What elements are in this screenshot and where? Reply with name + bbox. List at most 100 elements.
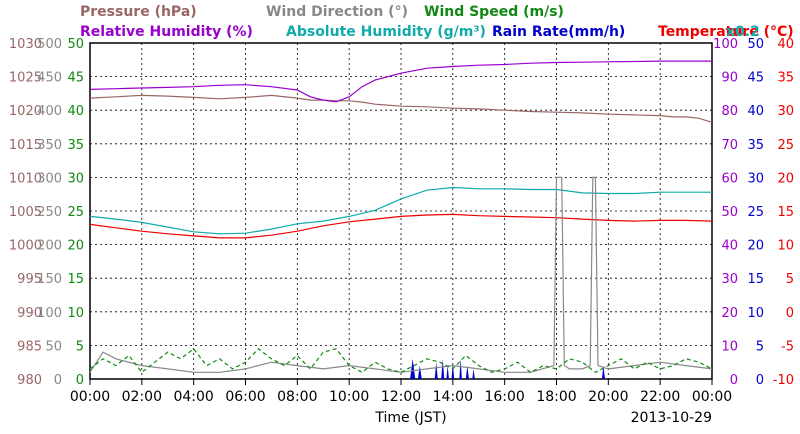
- rain-rate-bar: [601, 365, 605, 379]
- temperature-c-line: [89, 213, 713, 239]
- rain-rate-tick: 25: [747, 205, 764, 220]
- pressure-hpa-line: [89, 94, 713, 123]
- wind-speed-tick: 25: [67, 205, 84, 220]
- wind-direction-tick: 200: [37, 239, 62, 254]
- x-tick-label: 20:00: [588, 389, 628, 405]
- wind-direction-tick: 400: [37, 104, 62, 119]
- temperature-tick: -5: [781, 339, 794, 354]
- wind-direction-tick: 250: [37, 205, 62, 220]
- rain-rate-tick: 20: [747, 239, 764, 254]
- rain-rate-tick: 5: [756, 339, 764, 354]
- wind-direction-tick: 450: [37, 71, 62, 86]
- x-tick-label: 22:00: [640, 389, 680, 405]
- wind-direction-tick: 350: [37, 138, 62, 153]
- rain-rate-bar: [434, 362, 438, 379]
- temperature-tick: 0: [786, 306, 794, 321]
- rain-rate-tick: 50: [747, 37, 764, 52]
- legend-entry: Rain Rate(mm/h): [492, 24, 625, 40]
- x-tick-label: 08:00: [277, 389, 317, 405]
- pressure-tick: 1005: [9, 205, 42, 220]
- x-tick-label: 06:00: [225, 389, 265, 405]
- relative-humidity-tick: 60: [721, 171, 738, 186]
- temperature-tick: -10: [773, 373, 794, 388]
- relative-humidity-tick: 90: [721, 71, 738, 86]
- absolute-humidity-g-m-line: [89, 186, 712, 235]
- legend-entry: x0.2: [726, 24, 760, 40]
- relative-humidity-tick: 70: [721, 138, 738, 153]
- x-tick-label: 12:00: [381, 389, 421, 405]
- legend-entry: Wind Speed (m/s): [424, 4, 564, 20]
- wind-speed-tick: 20: [67, 239, 84, 254]
- temperature-tick: 15: [777, 205, 794, 220]
- relative-humidity-tick: 40: [721, 239, 738, 254]
- x-tick-label: 00:00: [70, 389, 110, 405]
- rain-rate-bar: [410, 358, 416, 379]
- legend-entry: Absolute Humidity (g/m³): [286, 24, 486, 40]
- pressure-tick: 1030: [9, 37, 42, 52]
- wind-direction-tick: 300: [37, 171, 62, 186]
- temperature-tick: 10: [777, 239, 794, 254]
- wind-direction-tick: 50: [45, 339, 62, 354]
- wind-direction-line: [89, 176, 713, 373]
- wind-direction-tick: 0: [54, 373, 62, 388]
- x-tick-label: 02:00: [122, 389, 162, 405]
- wind-speed-tick: 40: [67, 104, 84, 119]
- relative-humidity-tick: 30: [721, 272, 738, 287]
- rain-rate-bar: [459, 358, 462, 379]
- pressure-tick: 1020: [9, 104, 42, 119]
- wind-speed-tick: 5: [76, 339, 84, 354]
- relative-humidity-tick: 10: [721, 339, 738, 354]
- temperature-tick: 5: [786, 272, 794, 287]
- wind-speed-tick: 45: [67, 71, 84, 86]
- relative-humidity-tick: 80: [721, 104, 738, 119]
- pressure-tick: 995: [17, 272, 42, 287]
- rain-rate-bar: [465, 365, 469, 379]
- rain-rate-bar: [451, 362, 455, 379]
- chart-date: 2013-10-29: [631, 410, 712, 426]
- rain-rate-tick: 15: [747, 272, 764, 287]
- legend-entry: Pressure (hPa): [80, 4, 197, 20]
- x-tick-label: 14:00: [433, 389, 473, 405]
- x-axis-label: Time (JST): [374, 410, 446, 426]
- rain-rate-tick: 10: [747, 306, 764, 321]
- relative-humidity-tick: 100: [713, 37, 738, 52]
- temperature-tick: 25: [777, 138, 794, 153]
- pressure-tick: 1015: [9, 138, 42, 153]
- rain-rate-tick: 35: [747, 138, 764, 153]
- x-tick-label: 00:00: [692, 389, 732, 405]
- wind-direction-tick: 100: [37, 306, 62, 321]
- wind-speed-tick: 35: [67, 138, 84, 153]
- wind-speed-m-s-line: [89, 347, 713, 374]
- wind-speed-tick: 15: [67, 272, 84, 287]
- relative-humidity-tick: 20: [721, 306, 738, 321]
- rain-rate-bar: [417, 365, 422, 379]
- rain-rate-tick: 45: [747, 71, 764, 86]
- x-tick-label: 10:00: [329, 389, 369, 405]
- pressure-tick: 1010: [9, 171, 42, 186]
- rain-rate-tick: 40: [747, 104, 764, 119]
- pressure-tick: 980: [17, 373, 42, 388]
- wind-speed-tick: 30: [67, 171, 84, 186]
- temperature-tick: 40: [777, 37, 794, 52]
- rain-rate-tick: 0: [756, 373, 764, 388]
- legend-entry: Relative Humidity (%): [80, 24, 253, 40]
- wind-speed-tick: 0: [76, 373, 84, 388]
- rain-rate-bar: [472, 368, 475, 379]
- pressure-tick: 1000: [9, 239, 42, 254]
- rain-rate-bar: [446, 365, 449, 379]
- temperature-tick: 20: [777, 171, 794, 186]
- legend-entry: Wind Direction (°): [266, 4, 408, 20]
- relative-humidity-tick: 0: [730, 373, 738, 388]
- wind-speed-tick: 50: [67, 37, 84, 52]
- rain-rate-tick: 30: [747, 171, 764, 186]
- legend-entry: Temperature (°C): [658, 24, 794, 40]
- x-tick-label: 16:00: [484, 389, 524, 405]
- pressure-tick: 990: [17, 306, 42, 321]
- temperature-tick: 35: [777, 71, 794, 86]
- relative-humidity-tick: 50: [721, 205, 738, 220]
- x-tick-label: 18:00: [536, 389, 576, 405]
- pressure-tick: 1025: [9, 71, 42, 86]
- relative-humidity-line: [89, 60, 712, 103]
- temperature-tick: 30: [777, 104, 794, 119]
